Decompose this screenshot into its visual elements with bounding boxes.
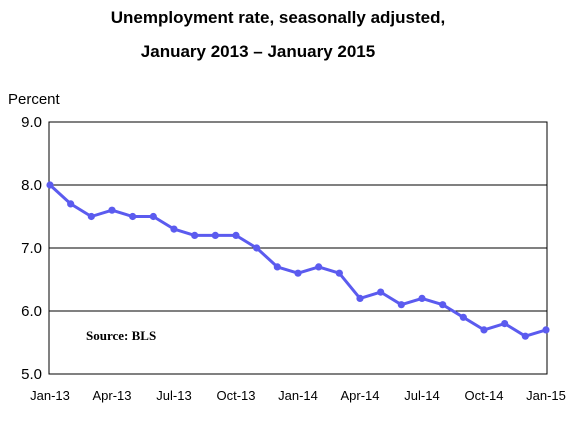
data-point (521, 332, 529, 340)
y-tick-label: 9.0 (21, 114, 42, 131)
x-tick-label: Apr-14 (340, 388, 379, 403)
chart-title-line1: Unemployment rate, seasonally adjusted, (110, 8, 446, 27)
data-point (191, 231, 199, 239)
x-tick-label: Jul-14 (404, 388, 439, 403)
data-point (397, 301, 405, 309)
data-point (108, 206, 116, 214)
data-point (356, 294, 364, 302)
y-tick-label: 7.0 (21, 240, 42, 257)
y-tick-label: 5.0 (21, 366, 42, 383)
data-point (46, 181, 54, 189)
data-point (232, 231, 240, 239)
data-point (439, 301, 447, 309)
source-note: Source: BLS (86, 328, 156, 343)
y-tick-label: 6.0 (21, 303, 42, 320)
x-tick-label: Apr-13 (92, 388, 131, 403)
y-axis-label: Percent (8, 91, 61, 108)
chart-title-line2: January 2013 – January 2015 (140, 42, 376, 61)
x-tick-label: Jan-13 (30, 388, 70, 403)
data-point (480, 326, 488, 334)
x-tick-label: Jul-13 (156, 388, 191, 403)
data-point (501, 320, 509, 328)
data-point (149, 212, 157, 221)
data-point (377, 288, 385, 296)
data-point (87, 212, 95, 221)
data-point (315, 263, 323, 271)
data-point (294, 269, 302, 277)
plot-area (48, 121, 548, 375)
y-tick-label: 8.0 (21, 177, 42, 194)
x-tick-label: Jan-15 (526, 388, 566, 403)
data-point (67, 200, 75, 208)
data-point (253, 244, 261, 252)
x-tick-label: Oct-14 (464, 388, 503, 403)
data-point (335, 269, 343, 277)
data-point (459, 313, 467, 321)
series-line (48, 183, 547, 338)
data-point (273, 263, 281, 271)
data-point (170, 225, 178, 233)
data-point (211, 231, 219, 239)
data-point (129, 212, 137, 221)
x-tick-label: Jan-14 (278, 388, 318, 403)
data-point (418, 294, 426, 302)
x-tick-label: Oct-13 (216, 388, 255, 403)
data-point (542, 326, 550, 334)
